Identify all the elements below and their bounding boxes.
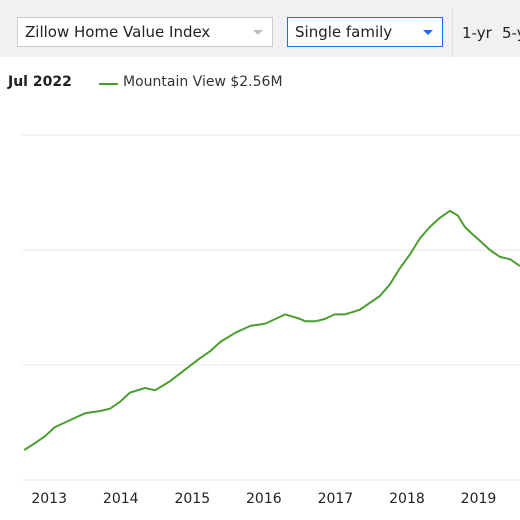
type-dropdown[interactable]: Single family — [287, 17, 443, 47]
caret — [423, 30, 433, 35]
legend-value: $2.56M — [230, 74, 283, 90]
date-label: Jul 2022 — [8, 74, 72, 90]
x-tick-label: 2019 — [461, 491, 497, 507]
x-tick-label: 2015 — [174, 491, 210, 507]
range-button[interactable]: 1-yr — [462, 24, 492, 42]
legend-name: Mountain View — [123, 74, 226, 90]
caret — [253, 30, 263, 35]
legend-entry: Mountain View $2.56M — [123, 74, 283, 90]
x-tick-label: 2018 — [389, 491, 425, 507]
series-line — [23, 209, 520, 451]
range-button[interactable]: 5-yr — [502, 24, 520, 42]
separator — [452, 8, 453, 57]
x-tick-label: 2016 — [246, 491, 282, 507]
toolbar: Zillow Home Value Index Single family 1-… — [0, 0, 520, 57]
x-tick-label: 2017 — [318, 491, 354, 507]
index-dropdown[interactable]: Zillow Home Value Index — [17, 17, 273, 47]
x-tick-label: 2014 — [103, 491, 139, 507]
dropdown-text: Zillow Home Value Index — [25, 23, 211, 41]
x-tick-label: 2013 — [31, 491, 67, 507]
dropdown-text: Single family — [295, 23, 393, 41]
legend-swatch — [99, 83, 118, 85]
